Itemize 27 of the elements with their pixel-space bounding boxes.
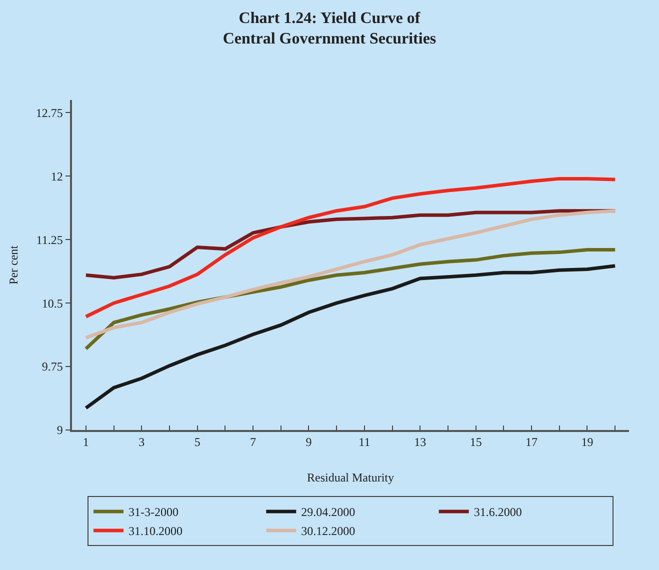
y-tick-label: 9.75: [42, 360, 63, 374]
y-tick-label: 10.5: [42, 296, 63, 310]
chart-title: Chart 1.24: Yield Curve of Central Government Securities: [222, 10, 436, 48]
line-series: [84, 264, 617, 410]
line-series: [84, 176, 617, 318]
legend-label: 31.10.2000: [128, 524, 182, 538]
x-tick-label: 5: [194, 435, 200, 450]
x-tick-label: 9: [306, 435, 312, 450]
y-tick-label: 9: [56, 423, 63, 438]
x-axis-title: Residual Maturity: [307, 470, 394, 485]
x-tick-label: 11: [358, 435, 370, 450]
x-tick-label: 7: [250, 435, 256, 450]
y-axis-title: Per cent: [6, 244, 21, 284]
legend-label: 30.12.2000: [301, 524, 356, 538]
legend-label: 31.6.2000: [474, 505, 522, 520]
x-tick-label: 3: [138, 435, 145, 450]
legend-label: 29.04.2000: [301, 505, 356, 520]
line-series: [84, 209, 617, 340]
x-tick-label: 13: [414, 435, 426, 450]
y-tick-label: 12.75: [36, 106, 63, 120]
y-tick-label: 12: [50, 169, 63, 184]
x-tick-label: 15: [470, 435, 482, 450]
x-tick-label: 17: [526, 435, 538, 450]
legend-label: 31-3-2000: [128, 505, 178, 520]
y-tick-label: 11.25: [36, 232, 63, 247]
x-tick-label: 19: [581, 435, 594, 450]
x-tick-label: 1: [82, 435, 89, 450]
